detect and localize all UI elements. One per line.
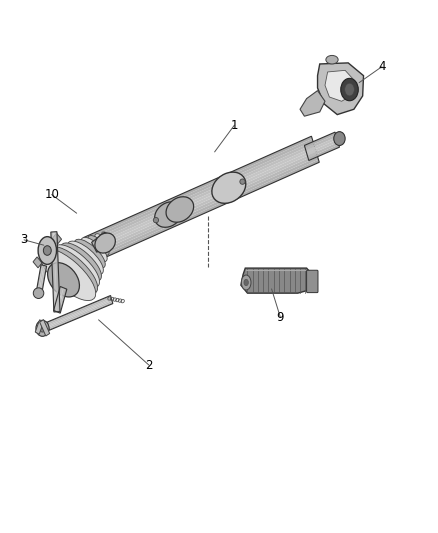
Ellipse shape xyxy=(48,263,79,297)
Polygon shape xyxy=(56,287,64,312)
Polygon shape xyxy=(96,240,110,252)
Ellipse shape xyxy=(212,172,246,203)
Ellipse shape xyxy=(60,243,102,281)
Ellipse shape xyxy=(153,217,159,223)
Ellipse shape xyxy=(74,239,105,268)
Polygon shape xyxy=(53,233,62,244)
Text: 9: 9 xyxy=(276,311,284,324)
Ellipse shape xyxy=(155,202,182,227)
Polygon shape xyxy=(85,141,314,245)
Polygon shape xyxy=(37,265,42,290)
Polygon shape xyxy=(304,132,336,148)
Ellipse shape xyxy=(81,237,107,262)
Polygon shape xyxy=(90,157,318,261)
Text: 3: 3 xyxy=(21,233,28,246)
Polygon shape xyxy=(53,232,57,312)
Ellipse shape xyxy=(95,234,111,249)
Ellipse shape xyxy=(241,275,251,290)
Ellipse shape xyxy=(40,248,96,301)
Ellipse shape xyxy=(33,288,44,298)
Ellipse shape xyxy=(36,320,49,336)
Ellipse shape xyxy=(95,233,115,253)
Polygon shape xyxy=(91,160,319,263)
Ellipse shape xyxy=(334,132,345,146)
Ellipse shape xyxy=(47,247,98,294)
Polygon shape xyxy=(93,236,107,247)
Polygon shape xyxy=(300,91,325,116)
Ellipse shape xyxy=(240,179,245,184)
Polygon shape xyxy=(94,237,108,249)
Ellipse shape xyxy=(166,197,194,222)
Polygon shape xyxy=(33,257,42,268)
Text: 1: 1 xyxy=(230,119,238,132)
Polygon shape xyxy=(88,152,317,256)
Ellipse shape xyxy=(244,279,248,286)
Polygon shape xyxy=(87,147,315,251)
Polygon shape xyxy=(308,144,339,160)
Polygon shape xyxy=(85,139,313,243)
Polygon shape xyxy=(89,155,318,259)
Text: 2: 2 xyxy=(145,359,153,372)
Polygon shape xyxy=(325,70,354,101)
Polygon shape xyxy=(35,320,44,334)
Polygon shape xyxy=(52,232,57,312)
Ellipse shape xyxy=(38,237,57,264)
Text: 4: 4 xyxy=(378,60,386,73)
Ellipse shape xyxy=(88,236,109,255)
Polygon shape xyxy=(88,149,316,253)
FancyBboxPatch shape xyxy=(307,270,318,293)
Polygon shape xyxy=(86,144,314,248)
Polygon shape xyxy=(92,232,106,244)
Polygon shape xyxy=(306,137,337,153)
Polygon shape xyxy=(51,232,55,312)
Polygon shape xyxy=(40,320,49,336)
Polygon shape xyxy=(84,136,312,240)
Polygon shape xyxy=(305,135,336,150)
Polygon shape xyxy=(318,63,364,115)
Text: 10: 10 xyxy=(44,188,59,201)
Polygon shape xyxy=(307,142,339,158)
Polygon shape xyxy=(53,286,61,311)
Polygon shape xyxy=(307,140,338,156)
Polygon shape xyxy=(41,266,46,291)
Ellipse shape xyxy=(345,83,354,96)
Ellipse shape xyxy=(54,245,99,288)
Polygon shape xyxy=(47,297,111,325)
Polygon shape xyxy=(95,239,109,251)
Ellipse shape xyxy=(326,55,338,64)
Polygon shape xyxy=(48,300,112,328)
Polygon shape xyxy=(92,234,106,246)
Polygon shape xyxy=(38,265,44,290)
Ellipse shape xyxy=(341,78,358,101)
Ellipse shape xyxy=(67,241,103,274)
Polygon shape xyxy=(49,301,113,329)
Polygon shape xyxy=(56,232,60,312)
Polygon shape xyxy=(59,289,67,313)
Polygon shape xyxy=(54,232,59,312)
Polygon shape xyxy=(47,295,111,324)
Ellipse shape xyxy=(102,232,113,243)
Polygon shape xyxy=(49,302,113,330)
Ellipse shape xyxy=(43,246,51,255)
Polygon shape xyxy=(241,268,313,293)
Polygon shape xyxy=(48,298,112,326)
Polygon shape xyxy=(58,288,66,313)
Ellipse shape xyxy=(39,325,46,332)
Polygon shape xyxy=(55,287,63,311)
Polygon shape xyxy=(39,265,45,291)
